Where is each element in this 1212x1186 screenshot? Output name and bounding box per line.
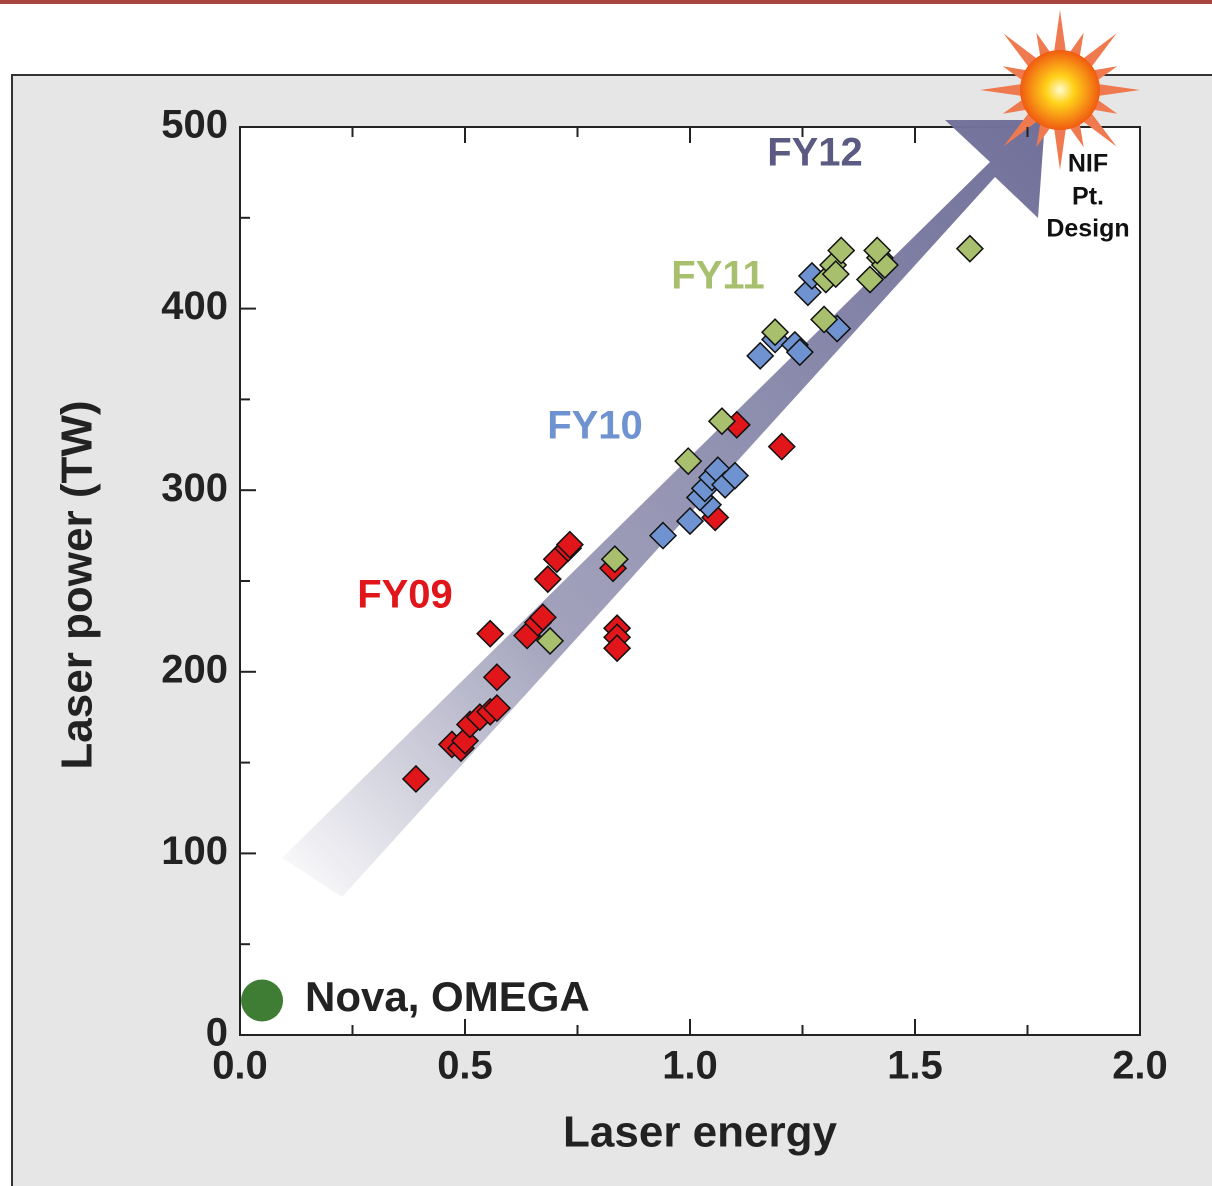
point — [476, 619, 505, 648]
point — [674, 447, 703, 476]
point — [555, 530, 584, 559]
target-label: Design — [1046, 215, 1129, 243]
x-tick-label: 1.0 — [662, 1044, 718, 1088]
series-label: Nova, OMEGA — [305, 973, 590, 1020]
point — [827, 236, 856, 265]
y-tick-label: 300 — [161, 466, 228, 510]
point — [241, 979, 284, 1022]
trend-arrow — [282, 120, 1045, 897]
point — [603, 634, 632, 663]
point — [821, 260, 850, 289]
x-tick-label: 0.5 — [437, 1044, 493, 1088]
point — [863, 236, 892, 265]
point — [767, 432, 796, 461]
point — [600, 545, 629, 574]
point — [535, 626, 565, 655]
y-tick-label: 500 — [161, 103, 228, 147]
point — [810, 305, 839, 334]
point — [675, 507, 705, 536]
point — [855, 265, 885, 294]
point — [746, 341, 775, 370]
x-axis-title: Laser energy — [563, 1108, 837, 1157]
point — [955, 234, 984, 263]
x-tick-label: 0.0 — [212, 1044, 268, 1088]
point — [482, 663, 512, 692]
y-tick-label: 100 — [161, 829, 228, 873]
series-label: FY09 — [357, 573, 453, 617]
x-tick-label: 1.5 — [887, 1044, 943, 1088]
point — [720, 461, 750, 490]
series-label: FY10 — [547, 404, 643, 448]
point — [785, 338, 814, 367]
y-tick-label: 200 — [161, 647, 228, 691]
point — [528, 603, 557, 632]
point — [648, 521, 678, 550]
target-label: Pt. — [1072, 183, 1104, 211]
point — [707, 407, 737, 436]
series-label: FY11 — [671, 254, 764, 298]
arrow-label: FY12 — [767, 131, 863, 175]
x-tick-label: 2.0 — [1112, 1044, 1168, 1088]
point — [533, 565, 562, 594]
sun-core — [1020, 50, 1100, 130]
point — [401, 764, 431, 794]
y-tick-label: 0 — [206, 1011, 228, 1055]
point — [760, 318, 790, 347]
y-axis-title: Laser power (TW) — [53, 400, 102, 769]
y-tick-label: 400 — [161, 284, 228, 328]
top-border — [0, 0, 1212, 4]
point — [482, 694, 512, 723]
target-label: NIF — [1068, 150, 1108, 178]
sun-burst — [980, 10, 1140, 170]
plot-area — [239, 126, 1141, 1036]
